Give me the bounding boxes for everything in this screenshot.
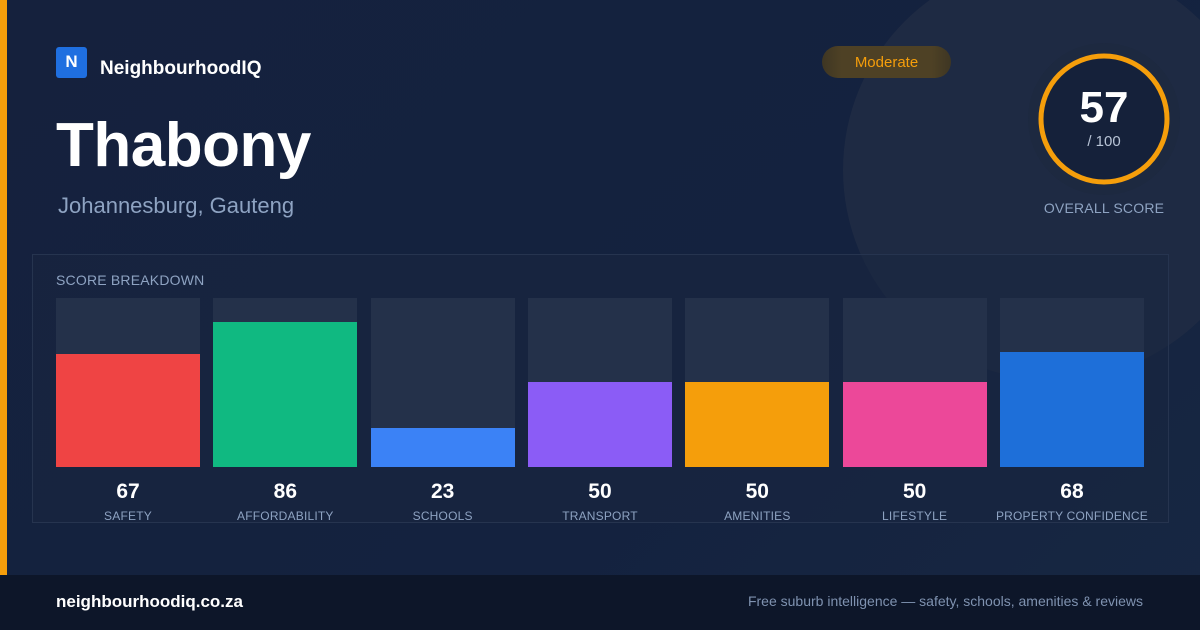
suburb-location: Johannesburg, Gauteng [58,193,295,218]
accent-strip [0,0,7,575]
bar-track [213,298,358,467]
bar-property-confidence: 68 PROPERTY CONFIDENCE [996,298,1148,528]
bar-track [527,298,672,467]
brand-name: NeighbourhoodIQ [100,58,262,79]
bar-track [370,298,515,467]
bar-fill [527,382,672,467]
bar-label: PROPERTY CONFIDENCE [995,509,1148,523]
bar-label: AMENITIES [724,509,791,523]
score-breakdown-title: SCORE BREAKDOWN [56,272,205,288]
rating-badge: Moderate [822,46,951,78]
bar-track [56,298,200,467]
bar-fill [685,382,830,467]
bar-value: 23 [430,480,455,503]
bar-fill [999,352,1144,467]
overall-score-value: 57 [1079,83,1129,132]
bar-fill [56,354,200,467]
bar-value: 50 [902,480,927,503]
footer-url: neighbourhoodiq.co.za [56,592,243,611]
bar-lifestyle: 50 LIFESTYLE [842,298,987,528]
footer-tagline: Free suburb intelligence — safety, schoo… [747,593,1143,609]
brand: N NeighbourhoodIQ [56,46,261,80]
bar-value: 67 [116,480,140,503]
bar-track [685,298,830,467]
overall-score-caption: OVERALL SCORE [1043,200,1165,216]
brand-logo-icon: N [56,46,87,78]
bar-label: LIFESTYLE [882,509,948,523]
bar-value: 50 [588,480,612,503]
bar-transport: 50 TRANSPORT [527,298,672,528]
bar-fill [213,322,358,467]
bar-label: AFFORDABILITY [237,509,334,523]
score-ring-inner [1043,58,1165,180]
score-ring-arc [1038,53,1170,185]
bar-fill [842,382,987,467]
overall-score-max: / 100 [1087,133,1121,150]
bar-label: TRANSPORT [562,509,638,523]
bar-safety: 67 SAFETY [56,298,200,528]
bar-fill [370,428,515,467]
score-breakdown-bars: 67 SAFETY 86 AFFORDABILITY 23 SCHOOLS 50 TRANSP… [56,298,1148,528]
bar-value: 68 [1060,480,1084,503]
bar-label: SAFETY [104,509,152,523]
bar-value: 86 [273,480,297,503]
bar-track [842,298,987,467]
overall-score-ring [1028,43,1180,195]
bar-value: 50 [745,480,769,503]
bar-label: SCHOOLS [412,509,473,523]
bar-amenities: 50 AMENITIES [685,298,830,528]
bar-affordability: 86 AFFORDABILITY [213,298,358,528]
bar-track [999,298,1144,467]
bar-schools: 23 SCHOOLS [370,298,515,528]
suburb-name: Thabony [56,111,311,180]
footer [0,575,1200,630]
